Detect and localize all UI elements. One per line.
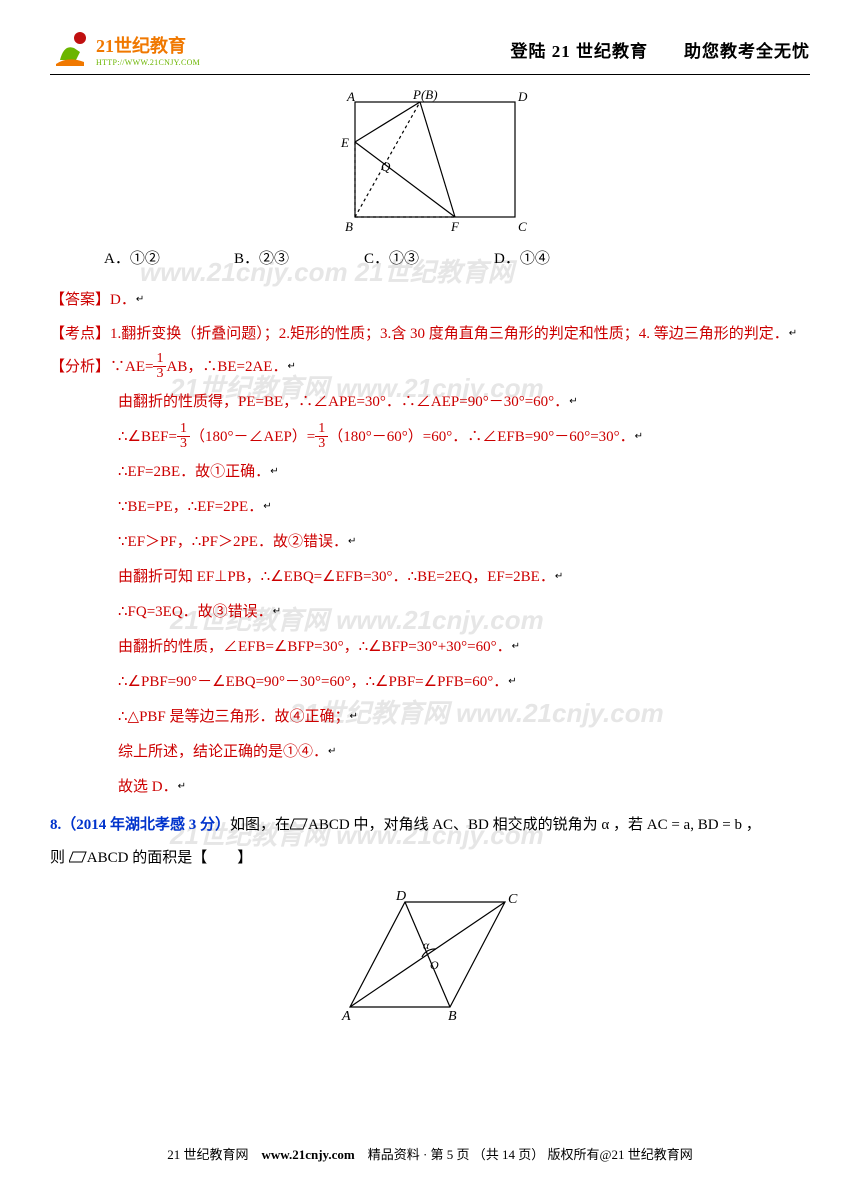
svg-text:A: A bbox=[346, 89, 355, 104]
fenxi-line-10: ∴∠PBF=90°－∠EBQ=90°－30°=60°，∴∠PBF=∠PFB=60… bbox=[50, 666, 810, 699]
parallelogram-icon bbox=[69, 851, 87, 863]
options-row: A．①② B．②③ C．①③ D．①④ bbox=[50, 247, 810, 268]
option-a: A．①② bbox=[104, 247, 234, 268]
page-header: 21世纪教育 HTTP://WWW.21CNJY.COM 登陆 21 世纪教育 … bbox=[50, 30, 810, 75]
fenxi-line-11: ∴△PBF 是等边三角形．故④正确；↵ bbox=[50, 701, 810, 734]
fenxi-label: 【分析】 bbox=[50, 359, 110, 375]
fenxi-line-4: ∴EF=2BE．故①正确．↵ bbox=[50, 456, 810, 489]
svg-text:α: α bbox=[423, 938, 430, 952]
fenxi-line-12: 综上所述，结论正确的是①④．↵ bbox=[50, 736, 810, 769]
answer-line: 【答案】D．↵ bbox=[50, 284, 810, 317]
svg-text:Q: Q bbox=[381, 159, 391, 174]
q8-prefix: 8.（2014 年湖北孝感 3 分） bbox=[50, 817, 230, 833]
svg-text:C: C bbox=[508, 892, 518, 907]
fenxi-line-1: 【分析】∵AE=13AB，∴BE=2AE．↵ bbox=[50, 351, 810, 384]
svg-text:D: D bbox=[517, 89, 528, 104]
kaodian-text: 1.翻折变换（折叠问题）；2.矩形的性质；3.含 30 度角直角三角形的判定和性… bbox=[110, 326, 789, 342]
svg-text:C: C bbox=[518, 219, 527, 234]
svg-text:P(B): P(B) bbox=[412, 87, 438, 102]
parallelogram-icon bbox=[290, 818, 308, 830]
fenxi-line-3: ∴∠BEF=13（180°－∠AEP）=13（180°－60°）=60°．∴∠E… bbox=[50, 421, 810, 454]
svg-text:A: A bbox=[341, 1009, 351, 1024]
fenxi-line-13: 故选 D．↵ bbox=[50, 771, 810, 804]
fenxi-line-9: 由翻折的性质，∠EFB=∠BFP=30°，∴∠BFP=30°+30°=60°．↵ bbox=[50, 631, 810, 664]
question-8: 8.（2014 年湖北孝感 3 分）如图，在ABCD 中，对角线 AC、BD 相… bbox=[50, 810, 810, 840]
header-right-text: 登陆 21 世纪教育 助您教考全无忧 bbox=[511, 37, 811, 62]
svg-text:B: B bbox=[345, 219, 353, 234]
svg-text:D: D bbox=[395, 889, 406, 904]
diagram-rectangle: A P(B) D E Q B F C bbox=[50, 87, 810, 237]
fenxi-line-5: ∵BE=PE，∴EF=2PE．↵ bbox=[50, 491, 810, 524]
kaodian-label: 【考点】 bbox=[50, 326, 110, 342]
fenxi-line-6: ∵EF＞PF，∴PF＞2PE．故②错误．↵ bbox=[50, 526, 810, 559]
svg-text:O: O bbox=[430, 958, 439, 972]
page-footer: 21 世纪教育网 www.21cnjy.com 精品资料 · 第 5 页 （共 … bbox=[0, 1144, 860, 1163]
logo-text-bottom: HTTP://WWW.21CNJY.COM bbox=[96, 58, 200, 67]
option-d: D．①④ bbox=[494, 247, 624, 268]
logo-icon bbox=[50, 30, 92, 68]
diagram-parallelogram: A B C D O α bbox=[50, 887, 810, 1027]
fenxi-line-2: 由翻折的性质得，PE=BE，∴∠APE=30°．∴∠AEP=90°－30°=60… bbox=[50, 386, 810, 419]
option-b: B．②③ bbox=[234, 247, 364, 268]
fenxi-line-8: ∴FQ=3EQ．故③错误．↵ bbox=[50, 596, 810, 629]
kaodian-line: 【考点】1.翻折变换（折叠问题）；2.矩形的性质；3.含 30 度角直角三角形的… bbox=[50, 319, 810, 349]
svg-text:E: E bbox=[340, 135, 349, 150]
svg-text:B: B bbox=[448, 1009, 457, 1024]
question-8-line2: 则 ABCD 的面积是【 】 bbox=[50, 842, 810, 875]
logo-text-top: 21世纪教育 bbox=[96, 32, 200, 58]
svg-text:F: F bbox=[450, 219, 460, 234]
fenxi-line-7: 由翻折可知 EF⊥PB，∴∠EBQ=∠EFB=30°．∴BE=2EQ，EF=2B… bbox=[50, 561, 810, 594]
option-c: C．①③ bbox=[364, 247, 494, 268]
answer-label: 【答案】 bbox=[50, 292, 110, 308]
answer-value: D． bbox=[110, 292, 136, 308]
logo: 21世纪教育 HTTP://WWW.21CNJY.COM bbox=[50, 30, 200, 68]
